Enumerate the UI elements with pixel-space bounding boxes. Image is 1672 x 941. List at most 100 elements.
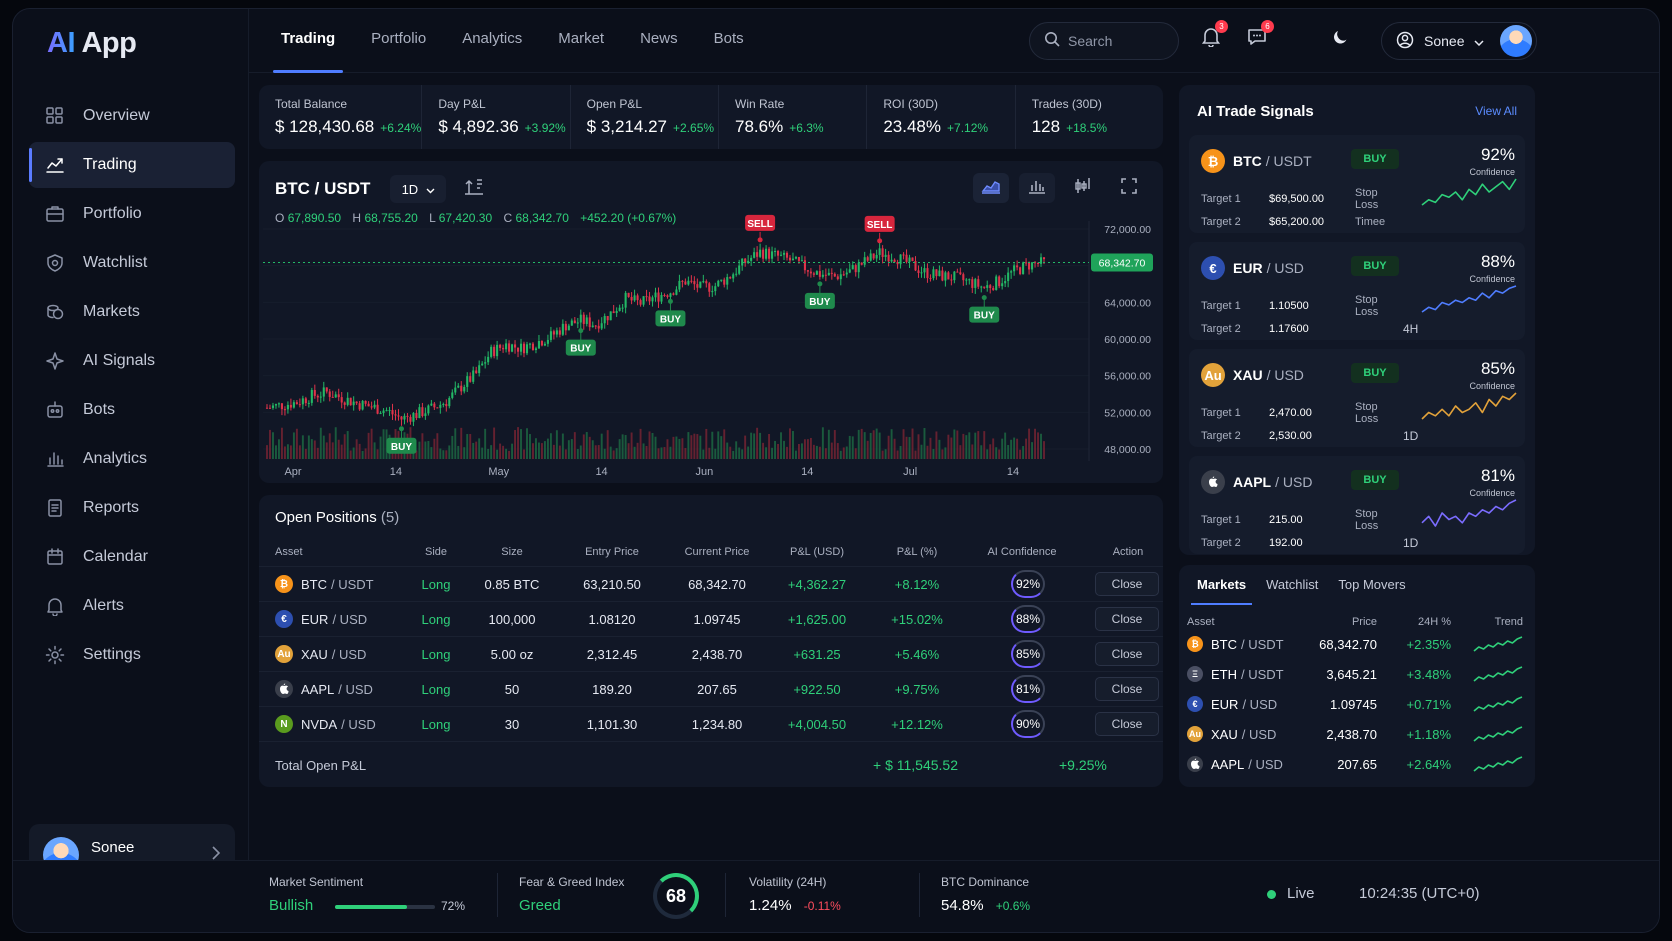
column-header[interactable]: Size <box>501 545 523 558</box>
markets-tab-top-movers[interactable]: Top Movers <box>1338 577 1406 592</box>
notifications-button[interactable]: 3 <box>1197 20 1228 53</box>
column-header[interactable]: AI Confidence <box>987 545 1057 558</box>
fullscreen-button[interactable] <box>1111 173 1147 203</box>
sidebar-item-markets[interactable]: Markets <box>29 289 235 335</box>
sidebar-item-watchlist[interactable]: Watchlist <box>29 240 235 286</box>
volume-bar <box>1013 437 1016 459</box>
candle-body <box>552 331 555 335</box>
stat-label: Day P&L <box>438 97 486 111</box>
theme-toggle-button[interactable] <box>1327 25 1355 53</box>
candle-body <box>663 295 666 297</box>
tab-market[interactable]: Market <box>558 30 605 47</box>
candle-body <box>508 343 511 352</box>
size-cell: 5.00 oz <box>490 646 534 662</box>
sidebar-item-overview[interactable]: Overview <box>29 93 235 139</box>
compare-icon[interactable] <box>464 178 484 201</box>
sidebar-item-analytics[interactable]: Analytics <box>29 436 235 482</box>
signal-card-xau[interactable]: Au XAU / USD BUY 85% Confidence Target 1 2,470.… <box>1189 349 1525 447</box>
sidebar-item-reports[interactable]: Reports <box>29 485 235 531</box>
candle-body <box>836 276 839 280</box>
volume-bar <box>729 446 732 459</box>
candle-body <box>953 271 956 281</box>
sidebar-item-alerts[interactable]: Alerts <box>29 583 235 629</box>
target1-value: 2,470.00 <box>1269 406 1312 419</box>
volume-bar <box>744 435 747 459</box>
column-header[interactable]: Entry Price <box>585 545 639 558</box>
volume-bar <box>514 430 517 459</box>
close-position-button[interactable]: Close <box>1095 607 1159 631</box>
sidebar-item-bots[interactable]: Bots <box>29 387 235 433</box>
sidebar-item-ai-signals[interactable]: AI Signals <box>29 338 235 384</box>
table-row[interactable]: N NVDA / USD Long 30 1,101.30 1,234.80 +4,004.5… <box>259 707 1163 742</box>
column-header[interactable]: Trend <box>1494 616 1523 628</box>
signal-card-eur[interactable]: € EUR / USD BUY 88% Confidence Target 1 1.10500… <box>1189 242 1525 340</box>
column-header[interactable]: 24H % <box>1417 616 1451 628</box>
area-chart-button[interactable] <box>973 173 1009 203</box>
markets-tabs: Markets Watchlist Top Movers <box>1187 565 1416 605</box>
candle-body <box>448 397 451 407</box>
signal-base: AAPL <box>1233 474 1272 490</box>
search-input[interactable] <box>1068 33 1168 49</box>
column-header[interactable]: Price <box>1351 616 1377 628</box>
signal-card-aapl[interactable]: AAPL / USD BUY 81% Confidence Target 1 215.00 S… <box>1189 456 1525 554</box>
market-row[interactable]: AAPL / USD 207.65 +2.64% <box>1187 749 1523 779</box>
sentiment-bar <box>335 905 435 909</box>
sidebar-item-calendar[interactable]: Calendar <box>29 534 235 580</box>
confidence-label: Confidence <box>1469 274 1515 284</box>
timeframe-select[interactable]: 1D <box>390 175 447 203</box>
table-row[interactable]: Au XAU / USD Long 5.00 oz 2,312.45 2,438.70 +63… <box>259 637 1163 672</box>
volume-bar <box>478 438 481 459</box>
column-header[interactable]: P&L (USD) <box>790 545 844 558</box>
column-header[interactable]: Current Price <box>684 545 750 558</box>
sidebar-item-portfolio[interactable]: Portfolio <box>29 191 235 237</box>
volume-bar <box>959 445 962 459</box>
close-position-button[interactable]: Close <box>1095 572 1159 596</box>
volume-bar <box>499 443 502 459</box>
candle-body <box>941 270 944 281</box>
table-row[interactable]: € EUR / USD Long 100,000 1.08120 1.09745 +1,625… <box>259 602 1163 637</box>
buy-signal-tag: BUY <box>1351 256 1399 276</box>
column-header[interactable]: Asset <box>275 545 303 558</box>
close-position-button[interactable]: Close <box>1095 677 1159 701</box>
message-badge: 6 <box>1261 20 1274 33</box>
bar-chart-button[interactable] <box>1019 173 1055 203</box>
target2-label: Target 2 <box>1201 536 1241 549</box>
tab-bots[interactable]: Bots <box>713 30 744 47</box>
table-row[interactable]: AAPL / USD Long 50 189.20 207.65 +922.50 +9.75%… <box>259 672 1163 707</box>
column-header[interactable]: Asset <box>1187 616 1215 628</box>
candlestick-chart[interactable]: 72,000.0068,000.0064,000.0060,000.0056,0… <box>259 161 1163 483</box>
asset-cell: Au XAU / USD <box>275 645 405 663</box>
market-row[interactable]: Au XAU / USD 2,438.70 +1.18% <box>1187 719 1523 749</box>
close-position-button[interactable]: Close <box>1095 712 1159 736</box>
signal-card-btc[interactable]: ₿ BTC / USDT BUY 92% Confidence Target 1 $69,50… <box>1189 135 1525 233</box>
calendar-icon <box>45 547 65 567</box>
user-menu-button[interactable]: Sonee <box>1381 22 1537 60</box>
tab-news[interactable]: News <box>640 30 678 47</box>
volume-bar <box>535 438 537 459</box>
indicators-button[interactable] <box>1065 173 1101 203</box>
candle-body <box>974 279 977 288</box>
markets-tab-markets[interactable]: Markets <box>1187 565 1256 605</box>
candle-body <box>803 260 806 271</box>
sidebar-item-trading[interactable]: Trading <box>29 142 235 188</box>
search-box[interactable] <box>1029 22 1179 60</box>
view-all-link[interactable]: View All <box>1475 104 1517 118</box>
market-row[interactable]: Ξ ETH / USDT 3,645.21 +3.48% <box>1187 659 1523 689</box>
close-position-button[interactable]: Close <box>1095 642 1159 666</box>
market-row[interactable]: € EUR / USD 1.09745 +0.71% <box>1187 689 1523 719</box>
app-logo[interactable]: AI App <box>47 27 137 60</box>
column-header[interactable]: Side <box>424 545 448 558</box>
messages-button[interactable]: 6 <box>1243 20 1274 53</box>
tab-trading[interactable]: Trading <box>263 9 353 73</box>
markets-tab-watchlist[interactable]: Watchlist <box>1266 577 1319 592</box>
tab-analytics[interactable]: Analytics <box>462 30 523 47</box>
stat-change: +3.92% <box>524 121 566 135</box>
column-header[interactable]: Action <box>1112 545 1144 558</box>
tab-portfolio[interactable]: Portfolio <box>371 30 427 47</box>
column-header[interactable]: P&L (%) <box>896 545 938 558</box>
volume-bar <box>517 427 519 459</box>
table-row[interactable]: ₿ BTC / USDT Long 0.85 BTC 63,210.50 68,342.70… <box>259 567 1163 602</box>
candle-body <box>815 271 818 275</box>
sidebar-item-settings[interactable]: Settings <box>29 632 235 678</box>
market-row[interactable]: ₿ BTC / USDT 68,342.70 +2.35% <box>1187 629 1523 659</box>
